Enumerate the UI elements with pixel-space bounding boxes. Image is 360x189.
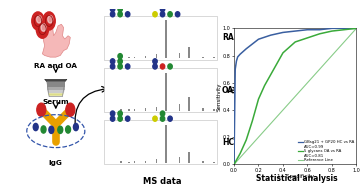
Bar: [104, 68, 217, 112]
Bar: [165, 73, 167, 111]
Bar: [134, 109, 135, 111]
Bar: [134, 161, 135, 163]
Circle shape: [160, 12, 165, 17]
Circle shape: [111, 7, 115, 12]
Bar: [134, 57, 135, 58]
Circle shape: [118, 2, 122, 7]
Text: MS data: MS data: [143, 177, 181, 186]
Circle shape: [111, 59, 115, 64]
Bar: [120, 109, 122, 111]
Text: Statistical analysis: Statistical analysis: [256, 174, 338, 183]
Bar: [128, 109, 130, 111]
Bar: [120, 161, 122, 163]
Circle shape: [175, 12, 180, 17]
Circle shape: [160, 64, 165, 69]
Bar: [165, 20, 167, 58]
Bar: [202, 161, 204, 163]
Bar: [104, 16, 217, 60]
Text: Serum: Serum: [42, 99, 69, 105]
Circle shape: [160, 116, 165, 121]
Bar: [179, 104, 180, 111]
Bar: [128, 162, 130, 163]
Text: IgG: IgG: [49, 160, 63, 166]
Polygon shape: [42, 23, 70, 57]
Circle shape: [111, 111, 115, 116]
Bar: [128, 57, 130, 58]
Bar: [104, 120, 217, 164]
Circle shape: [111, 116, 115, 121]
Circle shape: [118, 7, 122, 12]
Circle shape: [153, 116, 157, 121]
Circle shape: [37, 103, 46, 116]
Polygon shape: [45, 79, 67, 82]
Circle shape: [111, 2, 115, 7]
Text: OA: OA: [222, 86, 234, 95]
Circle shape: [111, 64, 115, 69]
Polygon shape: [47, 82, 65, 87]
Circle shape: [111, 0, 115, 2]
Bar: [179, 157, 180, 163]
Circle shape: [58, 126, 63, 133]
Y-axis label: Sensitivity: Sensitivity: [216, 82, 221, 111]
Polygon shape: [48, 93, 64, 96]
Bar: [165, 125, 167, 163]
Bar: [213, 109, 215, 111]
Bar: [188, 152, 190, 163]
Bar: [188, 97, 190, 111]
Circle shape: [73, 123, 78, 131]
Circle shape: [118, 54, 122, 59]
X-axis label: 1 - Specificity: 1 - Specificity: [276, 174, 314, 179]
Text: RA: RA: [222, 33, 234, 43]
Polygon shape: [47, 90, 65, 93]
Bar: [156, 107, 157, 111]
Circle shape: [118, 64, 122, 69]
Bar: [213, 57, 215, 58]
Circle shape: [66, 126, 71, 133]
Circle shape: [49, 126, 54, 133]
Circle shape: [160, 111, 165, 116]
Bar: [179, 53, 180, 58]
Circle shape: [153, 64, 157, 69]
Bar: [188, 47, 190, 58]
Circle shape: [32, 12, 44, 30]
Circle shape: [153, 59, 157, 64]
Circle shape: [36, 20, 49, 38]
Bar: [120, 57, 122, 58]
Circle shape: [118, 12, 122, 17]
Polygon shape: [47, 87, 65, 90]
Text: RA and OA: RA and OA: [34, 63, 77, 69]
Circle shape: [66, 103, 75, 116]
Circle shape: [36, 15, 42, 23]
Circle shape: [33, 123, 38, 131]
Circle shape: [118, 59, 122, 64]
Circle shape: [126, 12, 130, 17]
Circle shape: [43, 12, 55, 30]
Circle shape: [153, 12, 157, 17]
Circle shape: [111, 12, 115, 17]
Circle shape: [126, 64, 130, 69]
Text: HC: HC: [222, 138, 234, 147]
Bar: [145, 160, 146, 163]
Circle shape: [41, 24, 46, 31]
Bar: [202, 57, 204, 58]
Circle shape: [41, 126, 46, 133]
Circle shape: [168, 116, 172, 121]
Circle shape: [160, 7, 165, 12]
Circle shape: [48, 15, 53, 23]
Legend: GBsg21 + GP20 HC vs RA, AUC=0.99, 5 glycans OA vs RA, AUC=0.81, Reference Line: GBsg21 + GP20 HC vs RA, AUC=0.99, 5 glyc…: [298, 140, 355, 163]
Bar: [156, 54, 157, 58]
Circle shape: [168, 64, 172, 69]
Bar: [145, 56, 146, 58]
Bar: [213, 162, 215, 163]
Circle shape: [126, 116, 130, 121]
Circle shape: [168, 12, 172, 17]
Bar: [156, 159, 157, 163]
Bar: [145, 108, 146, 111]
Circle shape: [118, 111, 122, 116]
Bar: [202, 108, 204, 111]
Circle shape: [118, 116, 122, 121]
